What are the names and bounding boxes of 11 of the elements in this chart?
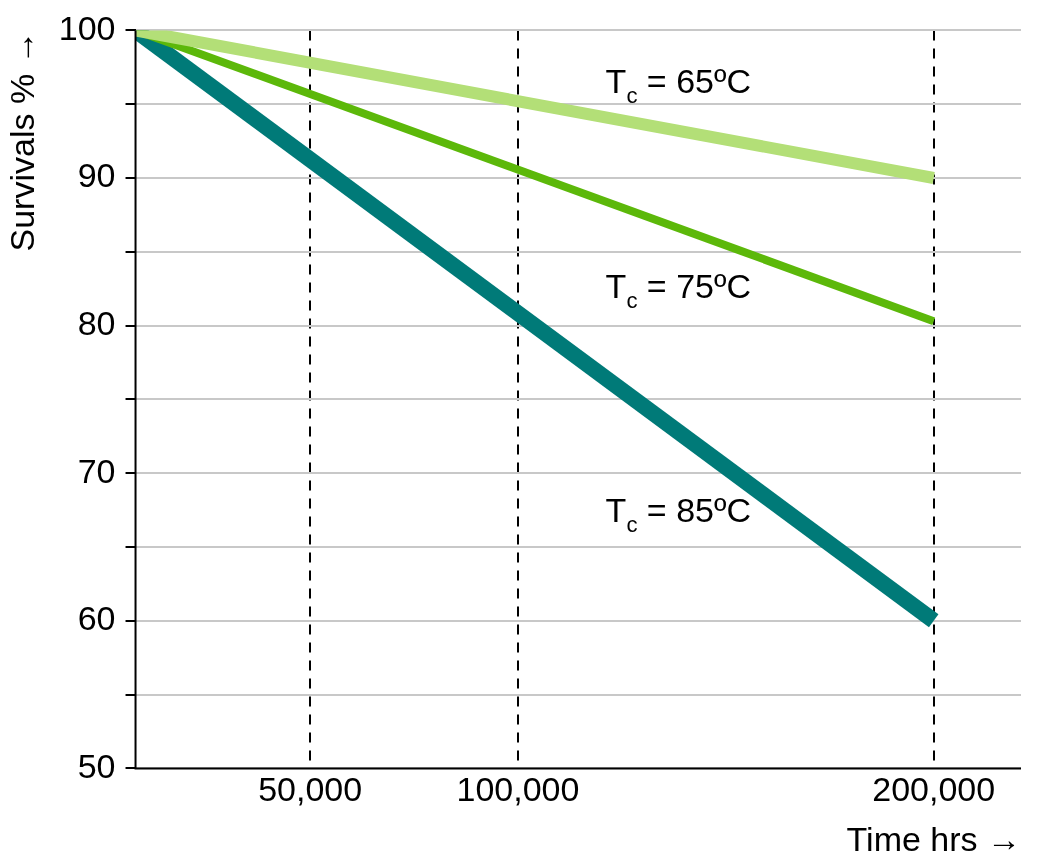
x-axis-title: Time hrs →	[846, 819, 1021, 858]
y-tick-label: 60	[77, 599, 116, 638]
y-tick-label: 90	[77, 156, 116, 195]
y-tick-label: 100	[58, 8, 116, 47]
x-tick-label: 200,000	[872, 770, 996, 809]
x-tick-label: 50,000	[258, 770, 363, 809]
y-tick-label: 70	[77, 451, 116, 490]
y-tick-label: 50	[77, 746, 116, 785]
y-tick-label: 80	[77, 303, 116, 342]
x-tick-label: 100,000	[456, 770, 580, 809]
y-axis-title: Survivals % →	[2, 30, 41, 252]
